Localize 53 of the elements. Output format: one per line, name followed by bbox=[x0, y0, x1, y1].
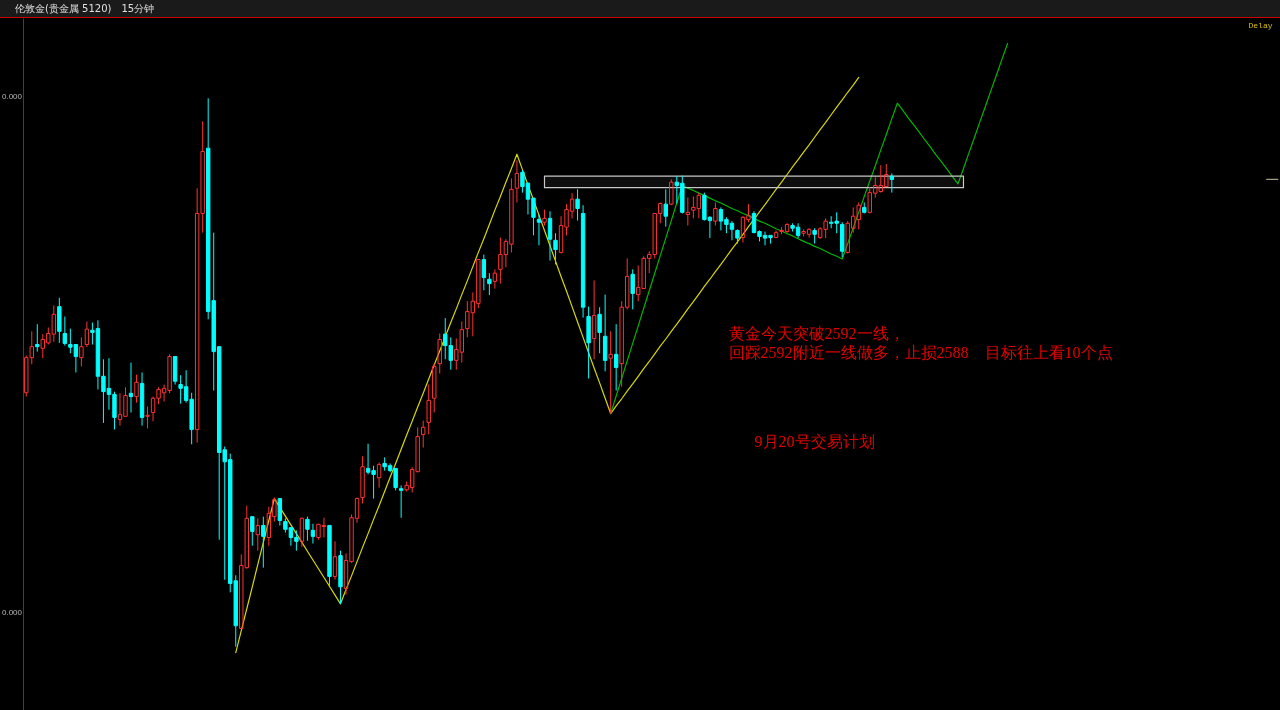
candlestick bbox=[79, 336, 84, 367]
candlestick bbox=[630, 268, 635, 310]
candlestick bbox=[437, 333, 442, 375]
candlestick bbox=[586, 306, 591, 379]
candlestick bbox=[261, 516, 266, 569]
candlestick bbox=[376, 461, 382, 489]
candlestick bbox=[492, 268, 498, 290]
candlestick bbox=[310, 523, 316, 545]
candlestick bbox=[773, 229, 779, 239]
candlestick bbox=[305, 516, 310, 542]
candlestick bbox=[553, 232, 558, 265]
candlestick bbox=[62, 316, 68, 347]
candlestick bbox=[134, 374, 139, 404]
candlestick bbox=[591, 279, 597, 360]
candlestick bbox=[360, 455, 365, 504]
chart-subtitle: 15分钟 bbox=[121, 3, 155, 14]
candlestick bbox=[685, 197, 691, 227]
candlestick bbox=[613, 323, 619, 392]
candlestick bbox=[580, 204, 586, 319]
candlestick bbox=[889, 172, 895, 194]
candlestick bbox=[84, 320, 90, 348]
text: 0.000 bbox=[1, 608, 22, 618]
candlestick bbox=[327, 524, 332, 588]
candlestick bbox=[250, 516, 255, 547]
candlestick bbox=[57, 297, 62, 344]
annotation: 9月20号交易计划 bbox=[754, 433, 875, 450]
candlestick bbox=[299, 517, 305, 548]
candlestick bbox=[338, 550, 343, 605]
candlestick bbox=[172, 356, 178, 386]
candlestick bbox=[514, 159, 520, 203]
annotation: 回踩2592附近一线做多，止损2588 目标往上看10个点 bbox=[728, 344, 1113, 361]
candlestick bbox=[277, 498, 283, 526]
candlestick bbox=[420, 420, 426, 449]
candlestick bbox=[536, 214, 542, 246]
candlestick bbox=[608, 330, 613, 415]
text: 0.000 bbox=[1, 92, 22, 102]
candlestick bbox=[542, 209, 547, 227]
candlestick bbox=[812, 227, 817, 245]
candlestick bbox=[35, 323, 40, 353]
candlestick bbox=[255, 517, 261, 552]
candlestick bbox=[547, 210, 553, 262]
candlestick bbox=[139, 371, 145, 427]
candlestick bbox=[145, 405, 150, 429]
candlestick bbox=[597, 306, 602, 354]
candlestick bbox=[575, 188, 580, 222]
candlestick bbox=[713, 201, 718, 227]
text: Delay bbox=[1248, 21, 1273, 30]
chart-title: 伦敦金(贵金属 5120) bbox=[15, 3, 112, 14]
annotation: 黄金今天突破2592一线， bbox=[728, 325, 905, 342]
candlestick bbox=[487, 272, 492, 296]
candlestick bbox=[602, 294, 608, 372]
candlestick bbox=[663, 188, 668, 228]
candlestick bbox=[398, 484, 404, 519]
